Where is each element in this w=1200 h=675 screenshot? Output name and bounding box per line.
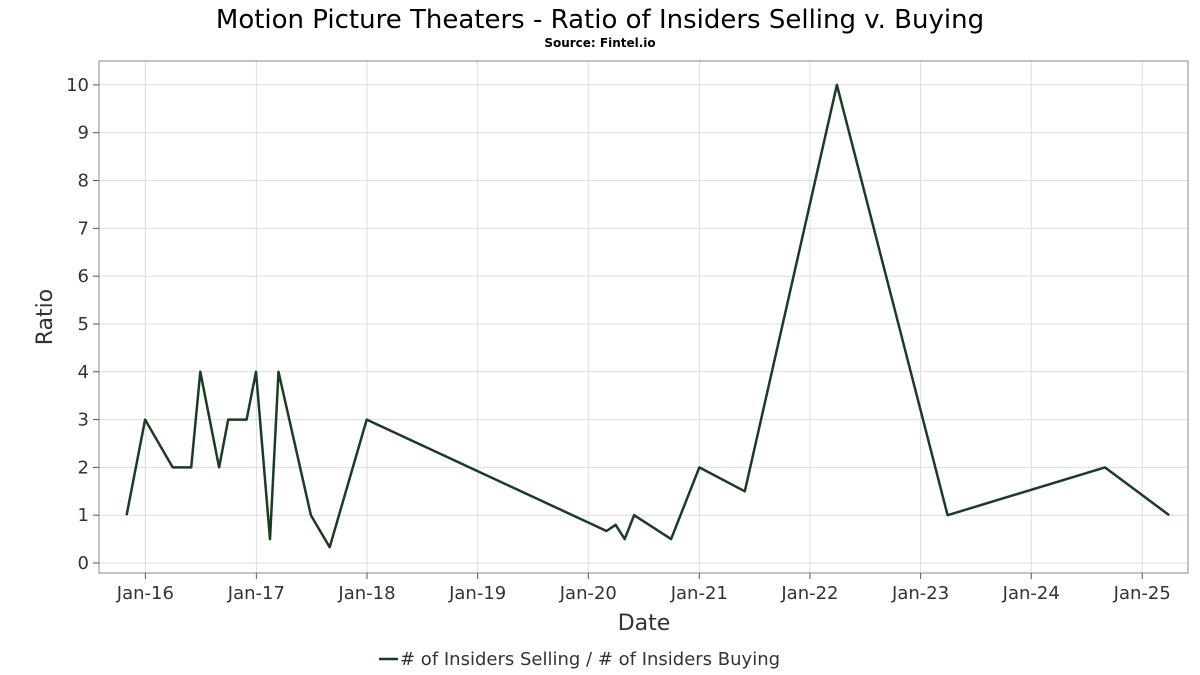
data-point bbox=[327, 544, 333, 550]
gridlines bbox=[99, 61, 1188, 573]
x-tick-label: Jan-25 bbox=[1113, 583, 1171, 604]
data-point bbox=[170, 464, 176, 470]
legend-label: # of Insiders Selling / # of Insiders Bu… bbox=[400, 649, 780, 670]
data-point bbox=[216, 464, 222, 470]
data-point bbox=[945, 512, 951, 518]
y-tick-label: 9 bbox=[78, 123, 89, 144]
data-point bbox=[225, 417, 231, 423]
data-point bbox=[622, 536, 628, 542]
data-point bbox=[267, 536, 273, 542]
data-point bbox=[308, 512, 314, 518]
x-tick-label: Jan-20 bbox=[559, 583, 617, 604]
x-tick-label: Jan-18 bbox=[337, 583, 395, 604]
x-tick-label: Jan-19 bbox=[448, 583, 506, 604]
x-tick-label: Jan-24 bbox=[1002, 583, 1060, 604]
y-tick-label: 5 bbox=[78, 314, 89, 335]
x-tick-label: Jan-21 bbox=[670, 583, 728, 604]
y-tick-label: 7 bbox=[78, 218, 89, 239]
data-point bbox=[197, 369, 203, 375]
x-tick-label: Jan-23 bbox=[891, 583, 949, 604]
data-point bbox=[604, 528, 610, 534]
x-axis-label: Date bbox=[618, 611, 671, 636]
y-tick-label: 6 bbox=[78, 266, 89, 287]
data-point bbox=[124, 512, 130, 518]
data-point bbox=[1102, 464, 1108, 470]
data-point bbox=[613, 522, 619, 528]
series-layer bbox=[124, 82, 1172, 550]
y-tick-label: 2 bbox=[78, 457, 89, 478]
y-tick-label: 1 bbox=[78, 505, 89, 526]
x-tick-label: Jan-17 bbox=[227, 583, 285, 604]
axis-ticks: 0 1 2 3 4 5 6 7 8 9 10 Jan-16 Jan-17 Jan-18 Jan-19 Jan-… bbox=[66, 75, 1171, 604]
chart-title: Motion Picture Theaters - Ratio of Insid… bbox=[216, 5, 984, 35]
data-point bbox=[364, 417, 370, 423]
data-point bbox=[631, 512, 637, 518]
data-point bbox=[834, 82, 840, 88]
y-tick-label: 10 bbox=[66, 75, 89, 96]
plot-area-frame bbox=[98, 60, 1189, 574]
y-axis-label: Ratio bbox=[33, 289, 58, 345]
y-tick-label: 3 bbox=[78, 410, 89, 431]
y-tick-label: 8 bbox=[78, 171, 89, 192]
data-point bbox=[742, 488, 748, 494]
x-tick-label: Jan-16 bbox=[116, 583, 174, 604]
data-point bbox=[696, 464, 702, 470]
data-point bbox=[253, 369, 259, 375]
y-tick-label: 0 bbox=[78, 553, 89, 574]
data-point bbox=[188, 464, 194, 470]
x-tick-label: Jan-22 bbox=[780, 583, 838, 604]
legend: # of Insiders Selling / # of Insiders Bu… bbox=[379, 649, 780, 670]
data-point bbox=[1166, 512, 1172, 518]
series-line bbox=[125, 83, 1170, 549]
data-point bbox=[244, 417, 250, 423]
data-point bbox=[142, 417, 148, 423]
data-point bbox=[668, 536, 674, 542]
y-tick-label: 4 bbox=[78, 362, 89, 383]
data-point bbox=[275, 369, 281, 375]
chart-subtitle: Source: Fintel.io bbox=[544, 36, 655, 50]
